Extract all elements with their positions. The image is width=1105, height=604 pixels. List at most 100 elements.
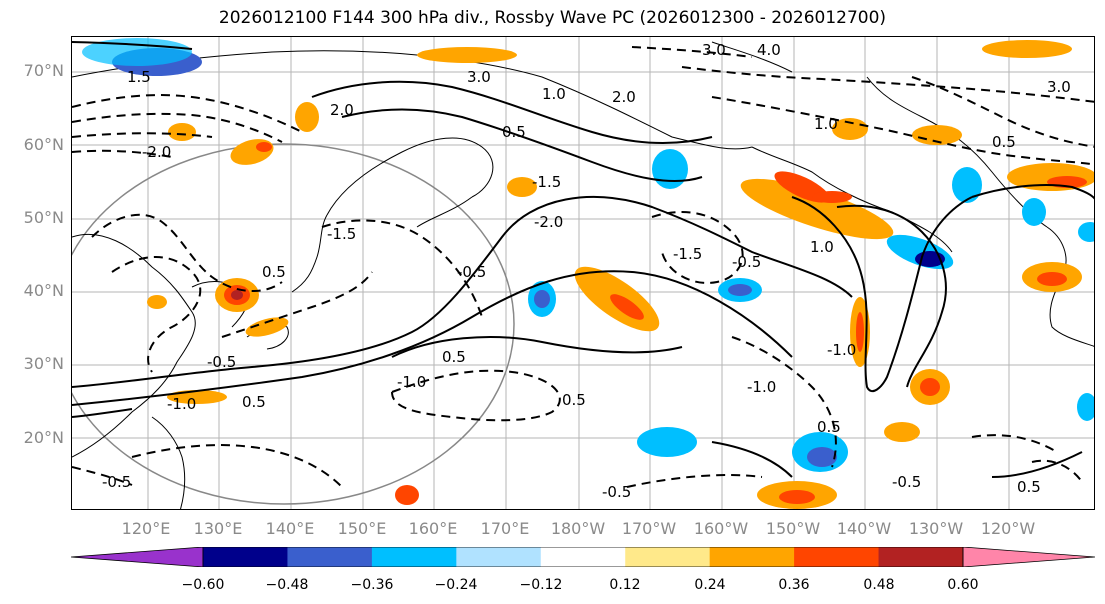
shade-blob [807,447,837,467]
colorbar-tick-label: 0.60 [947,577,979,593]
contour-label: 0.5 [992,133,1016,151]
contour-label: 0.5 [262,263,286,281]
contour-label: 1.5 [127,68,151,86]
colorbar-segment [540,547,626,567]
colorbar-tick-label: −0.36 [350,577,394,593]
shade-blob [1078,222,1094,242]
lat-label-30n: 30°N [23,354,64,373]
contour-label: 0.5 [817,418,841,436]
shade-blob [637,427,697,457]
lon-label: 180°W [550,519,606,538]
colorbar-tick-label: −0.24 [434,577,478,593]
contour-label: 1.0 [542,85,566,103]
colorbar-segment [794,547,880,567]
contour-label: -0.5 [732,253,761,271]
shade-blob [147,295,167,309]
shade-blob [652,149,688,189]
shade-blob [256,142,272,152]
colorbar-tick-label: 0.12 [609,577,641,593]
colorbar-extend-min [71,547,204,567]
contour-label: -0.5 [602,483,631,501]
contour-label: -2.0 [534,213,563,231]
shade-blob [417,47,517,63]
colorbar-tick-label: −0.48 [265,577,309,593]
contour-label: -0.5 [892,473,921,491]
shade-blob [534,290,550,308]
colorbar-segment [456,547,542,567]
contour-label: 0.5 [442,348,466,366]
contour-label: -1.5 [532,173,561,191]
lon-label: 140°W [836,519,892,538]
colorbar-segment [878,547,964,567]
lon-label: 120°W [980,519,1036,538]
shade-blob [295,102,319,132]
colorbar-segment [287,547,373,567]
colorbar-segment [709,547,795,567]
shade-blob [610,294,644,320]
positive-contours [72,41,1094,478]
shade-blob [779,490,815,504]
contour-label: -1.5 [673,245,702,263]
colorbar-tick-label: −0.12 [519,577,563,593]
lon-label: 160°W [693,519,749,538]
contour-label: 0.5 [502,123,526,141]
contour-label: 1.0 [814,115,838,133]
lon-label: 170°W [621,519,677,538]
lat-label-20n: 20°N [23,428,64,447]
shade-blob [1022,198,1046,226]
lon-label: 150°E [337,519,387,538]
lon-label: 130°W [908,519,964,538]
colorbar-tick-label: 0.24 [694,577,726,593]
shade-blob [952,167,982,203]
lon-label: 170°E [480,519,530,538]
contour-label: 3.0 [467,68,491,86]
shade-blob [832,118,868,140]
contour-label: -0.5 [457,263,486,281]
contour-label: 4.0 [757,41,781,59]
contour-label: 3.0 [702,41,726,59]
rossby-region-circle [72,143,515,505]
shade-blob [168,123,196,141]
contour-label: -0.5 [207,353,236,371]
shade-blob [856,312,864,352]
contour-label: 0.5 [1017,478,1041,496]
shade-blob [728,284,752,296]
contour-labels: 3.0 4.0 1.5 3.0 3.0 2.0 2.0 1.0 1.0 0.5 … [102,41,1071,501]
shade-blob [82,38,192,66]
colorbar [71,547,1095,567]
colorbar-outline [202,547,964,567]
shade-blob [230,139,274,165]
colorbar-segments [203,547,964,567]
shade-blob [1037,272,1067,286]
shade-blob [231,290,243,300]
lat-label-60n: 60°N [23,135,64,154]
contour-label: 3.0 [1047,78,1071,96]
contour-label: 0.5 [562,391,586,409]
contour-label: -2.0 [142,143,171,161]
contour-label: 2.0 [330,101,354,119]
lat-label-70n: 70°N [23,61,64,80]
shade-blob [912,125,962,145]
map-canvas: 3.0 4.0 1.5 3.0 3.0 2.0 2.0 1.0 1.0 0.5 … [72,37,1094,509]
lon-label: 160°E [408,519,458,538]
colorbar-tick-label: −0.60 [181,577,225,593]
shade-blob [884,422,920,442]
contour-label: -1.0 [827,341,856,359]
colorbar-segment [625,547,711,567]
contour-label: 0.5 [242,393,266,411]
lon-label: 140°E [265,519,315,538]
shade-blob [982,40,1072,58]
contour-label: -0.5 [102,473,131,491]
lon-label: 150°W [765,519,821,538]
lat-label-40n: 40°N [23,281,64,300]
colorbar-tick-label: 0.36 [778,577,810,593]
contour-label: 2.0 [612,88,636,106]
colorbar-tick-label: 0.48 [863,577,895,593]
map-panel: 3.0 4.0 1.5 3.0 3.0 2.0 2.0 1.0 1.0 0.5 … [71,36,1095,510]
shade-blob [920,378,940,396]
colorbar-segment [371,547,457,567]
negative-contours [72,46,1094,488]
contour-label: -1.0 [397,373,426,391]
shade-blob [507,177,537,197]
lon-label: 130°E [193,519,243,538]
